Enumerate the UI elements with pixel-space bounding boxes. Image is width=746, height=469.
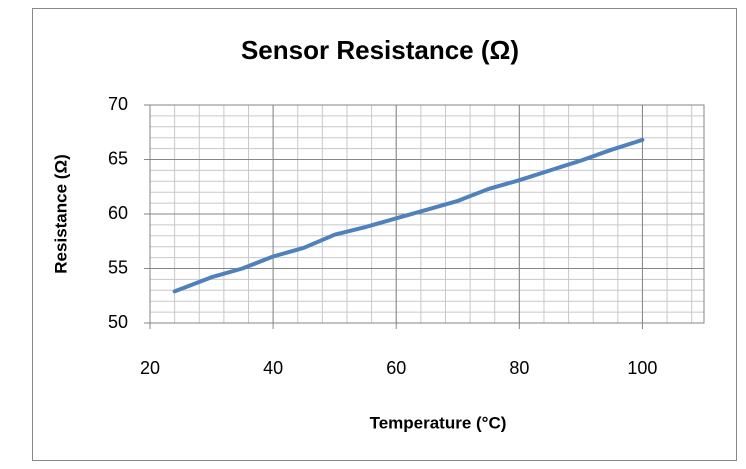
plot-border <box>149 104 705 324</box>
chart-border <box>32 8 737 461</box>
x-tick-label: 60 <box>386 358 406 378</box>
y-axis-title: Resistance (Ω) <box>51 154 70 273</box>
x-tick-label: 40 <box>263 358 283 378</box>
y-tick-label: 55 <box>108 257 128 277</box>
line <box>172 137 645 294</box>
x-tick-label: 100 <box>627 358 657 378</box>
y-tick-label: 60 <box>108 203 128 223</box>
x-axis-title: Temperature (°C) <box>370 413 507 432</box>
chart-title: Sensor Resistance (Ω) <box>241 35 519 65</box>
x-tick-label: 20 <box>140 358 160 378</box>
y-tick-label: 65 <box>108 148 128 168</box>
y-tick-label: 70 <box>108 94 128 114</box>
x-tick-label: 80 <box>509 358 529 378</box>
y-tick-label: 50 <box>108 312 128 332</box>
